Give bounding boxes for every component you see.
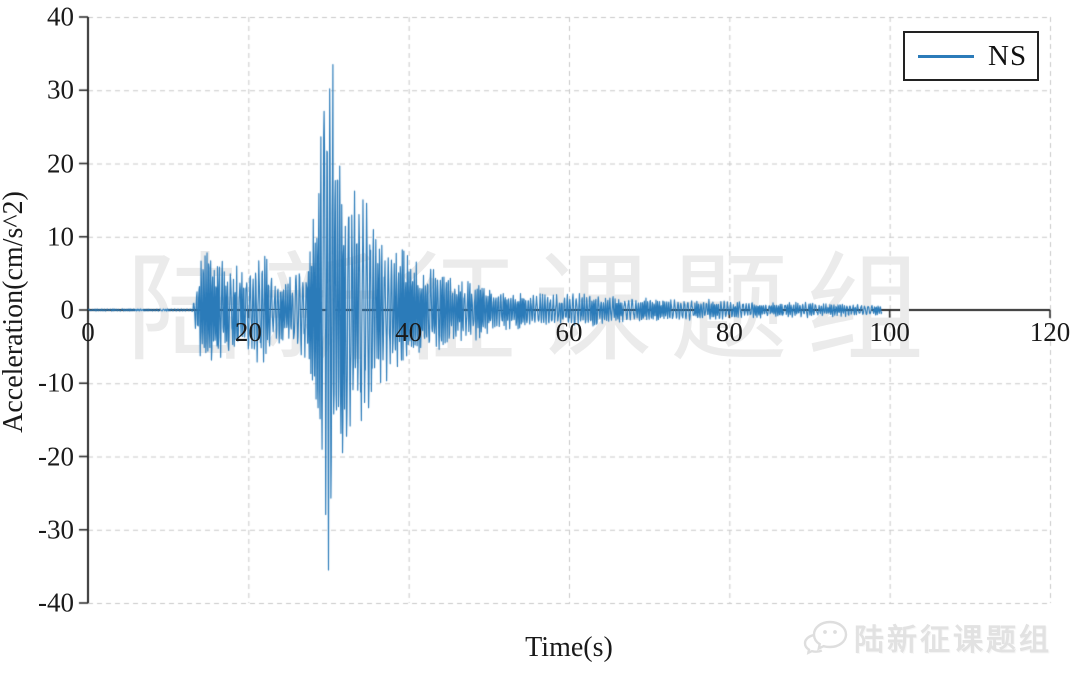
brand-footer: 陆新征课题组 [802,615,1052,659]
x-axis-title: Time(s) [525,632,613,663]
y-axis-title: Acceleration(cm/s^2) [0,191,29,433]
brand-name: 陆新征课题组 [854,624,1052,657]
wechat-icon [803,620,848,655]
legend-box: NS [903,31,1039,81]
legend-line-swatch [918,54,974,58]
legend-series-label: NS [988,39,1028,72]
